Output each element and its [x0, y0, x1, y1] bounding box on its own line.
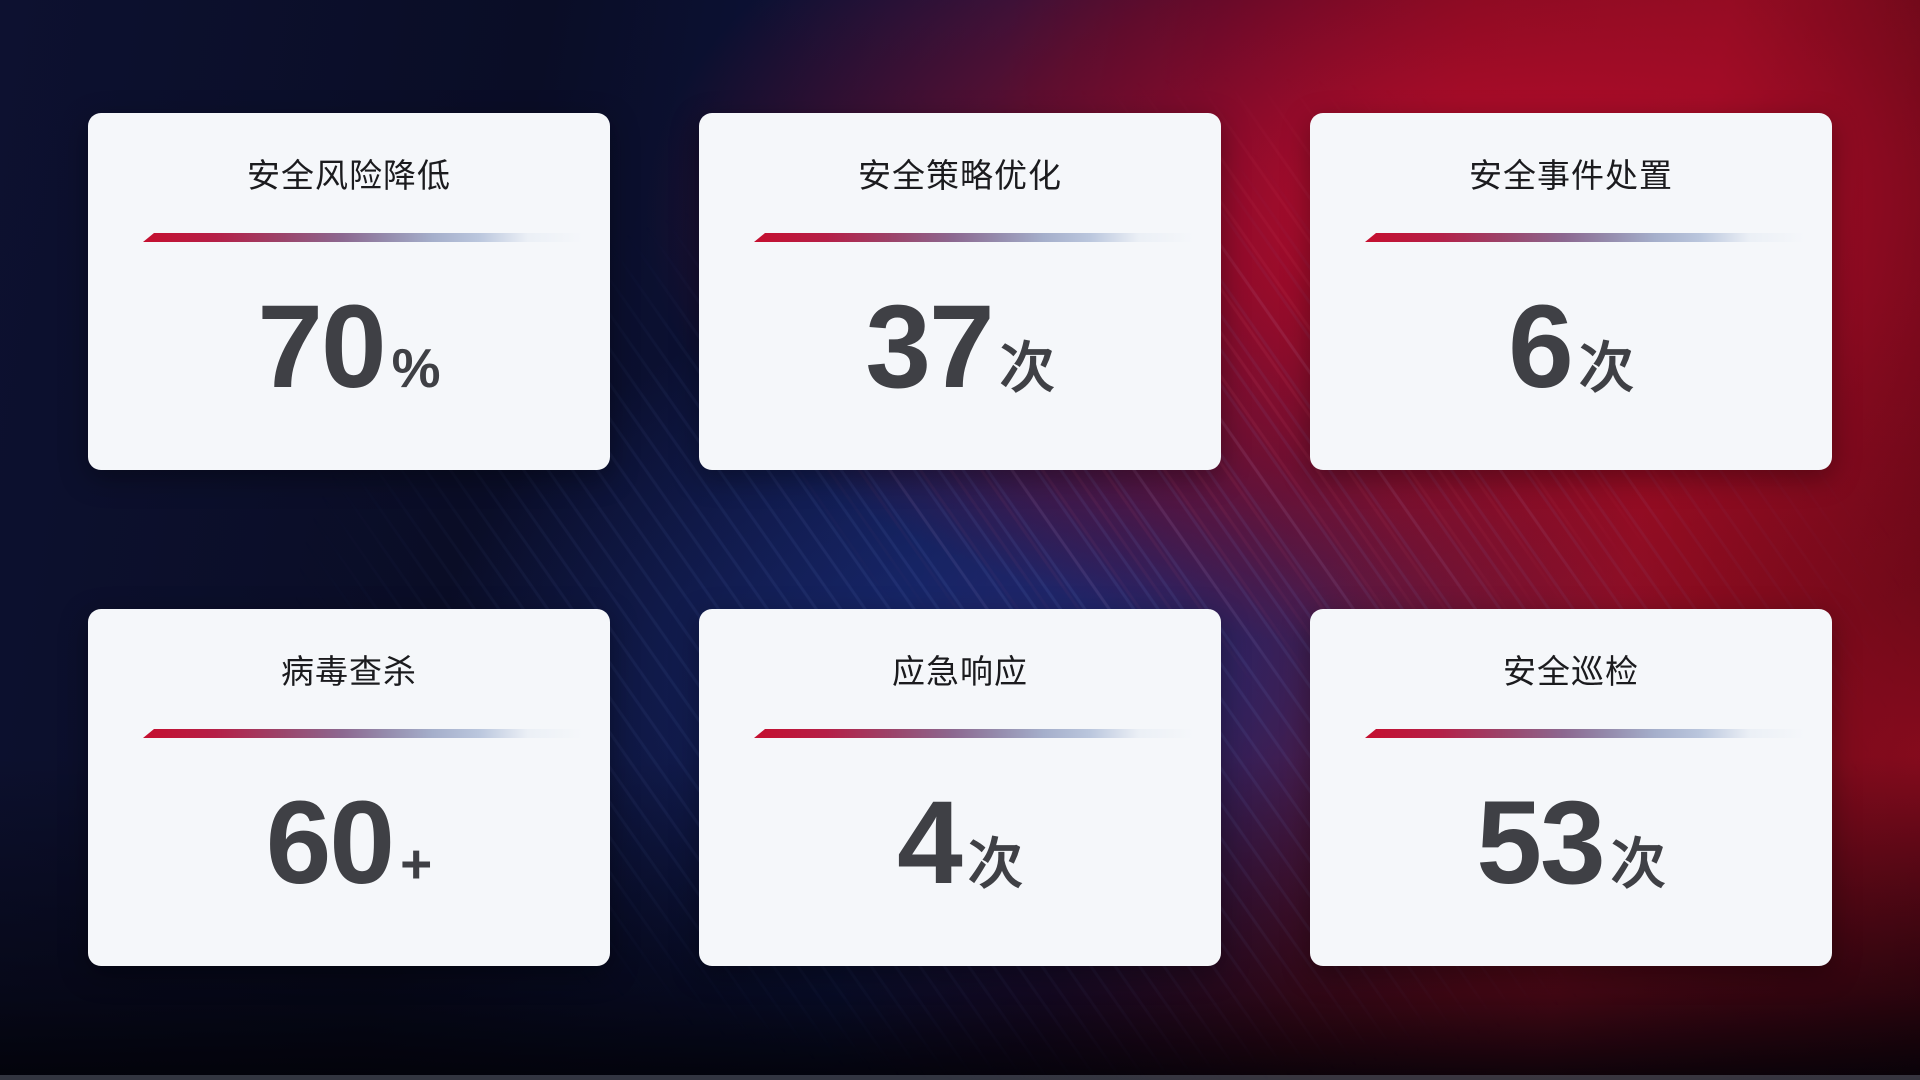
stat-unit: 次	[999, 337, 1055, 399]
divider-accent	[143, 729, 596, 738]
stat-value-row: 37 次	[699, 281, 1221, 425]
stat-card-emergency-response: 应急响应 4 次	[699, 609, 1221, 966]
divider-accent	[1365, 233, 1818, 242]
stat-card-policy-optimization: 安全策略优化 37 次	[699, 113, 1221, 470]
stat-card-title: 安全巡检	[1503, 653, 1639, 690]
stat-unit: 次	[967, 833, 1023, 895]
stat-value: 53	[1476, 777, 1605, 909]
stat-card-title: 安全事件处置	[1469, 157, 1673, 194]
stat-value: 6	[1508, 281, 1574, 413]
stat-value-row: 60 +	[88, 777, 610, 921]
divider-accent	[1365, 729, 1818, 738]
stat-card-security-inspection: 安全巡检 53 次	[1310, 609, 1832, 966]
divider-accent	[754, 233, 1207, 242]
stat-value-row: 70 %	[88, 281, 610, 425]
stat-unit: +	[400, 833, 433, 895]
stat-value-row: 53 次	[1310, 777, 1832, 921]
stat-unit: %	[391, 337, 441, 399]
stat-cards-grid: 安全风险降低 70 % 安全策略优化 37 次 安全事件处置 6 次 病毒查	[88, 113, 1832, 966]
divider-accent	[754, 729, 1207, 738]
divider-accent	[143, 233, 596, 242]
stat-unit: 次	[1578, 337, 1634, 399]
stat-value: 60	[265, 777, 395, 909]
stat-card-title: 安全策略优化	[858, 157, 1062, 194]
stat-unit: 次	[1610, 833, 1666, 895]
stat-value: 37	[865, 281, 994, 413]
stat-value-row: 4 次	[699, 777, 1221, 921]
bottom-edge-bar	[0, 1075, 1920, 1080]
stat-card-virus-scan: 病毒查杀 60 +	[88, 609, 610, 966]
stat-card-title: 安全风险降低	[247, 157, 451, 194]
stat-card-incident-handling: 安全事件处置 6 次	[1310, 113, 1832, 470]
stat-card-title: 应急响应	[892, 653, 1028, 690]
stat-value-row: 6 次	[1310, 281, 1832, 425]
stat-value: 70	[257, 281, 386, 413]
stat-value: 4	[897, 777, 963, 909]
stat-card-risk-reduction: 安全风险降低 70 %	[88, 113, 610, 470]
stat-card-title: 病毒查杀	[281, 653, 417, 690]
